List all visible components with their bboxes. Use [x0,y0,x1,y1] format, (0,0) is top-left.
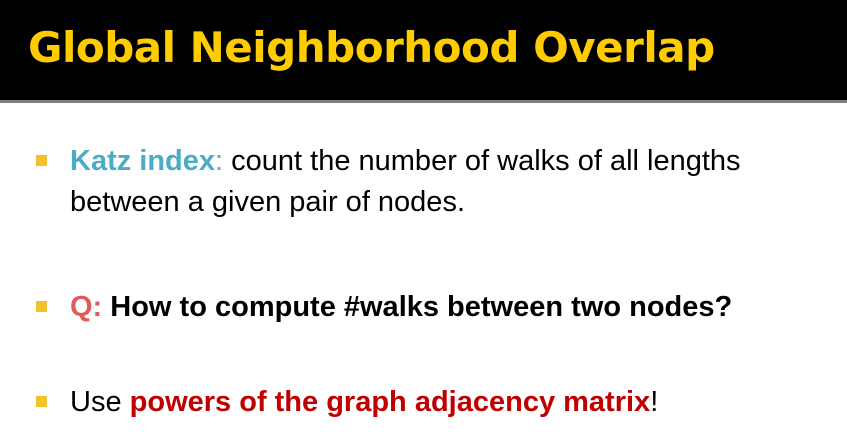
bullet-question: Q: How to compute #walks between two nod… [36,287,826,328]
slide-title: Global Neighborhood Overlap [28,23,715,72]
exclamation-suffix: ! [650,386,659,418]
bullet-marker-icon [36,301,47,312]
use-prefix: Use [70,386,130,418]
bullet-katz-index: Katz index: count the number of walks of… [36,141,826,223]
question-label: Q: [70,291,103,323]
bullet-text: Use powers of the graph adjacency matrix… [70,382,826,423]
bullet-marker-icon [36,155,47,166]
bullet-text: Katz index: count the number of walks of… [70,141,826,223]
bullet-text: Q: How to compute #walks between two nod… [70,287,826,328]
question-text: How to compute #walks between two nodes? [102,291,733,323]
katz-index-colon: : [215,145,224,177]
bullet-marker-icon [36,396,47,407]
katz-index-term: Katz index [70,145,216,177]
adjacency-powers-emphasis: powers of the graph adjacency matrix [129,386,651,418]
katz-index-description: count the number of walks of all lengths… [70,145,741,218]
title-bar: Global Neighborhood Overlap [0,0,847,100]
title-divider [0,100,847,103]
bullet-adjacency-powers: Use powers of the graph adjacency matrix… [36,382,826,423]
